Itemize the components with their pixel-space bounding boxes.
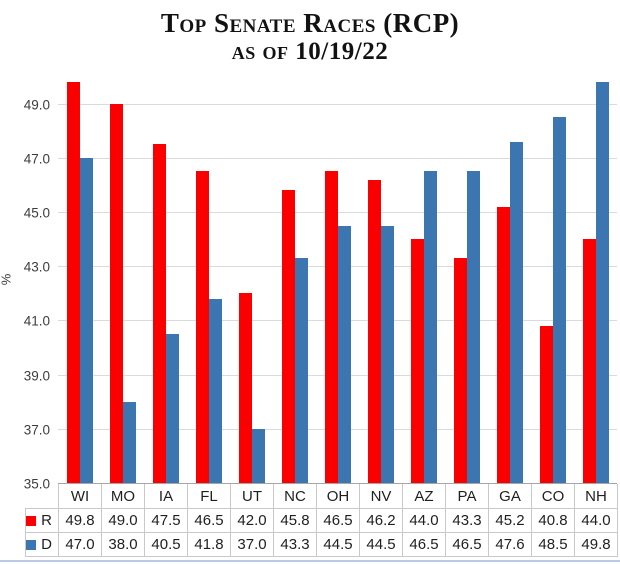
y-axis-tick-label: 43.0 [23, 259, 50, 275]
bar-d-az [424, 171, 437, 483]
bar-r-oh [325, 171, 338, 483]
cell-d-co: 48.5 [531, 532, 575, 557]
cell-r-oh: 46.5 [316, 508, 360, 533]
bar-r-wi [67, 81, 80, 483]
bar-d-mo [123, 401, 136, 483]
y-axis-tick-label: 37.0 [23, 422, 50, 438]
cell-d-ga: 47.6 [488, 532, 532, 557]
state-header-fl: FL [187, 484, 231, 509]
cell-d-fl: 41.8 [187, 532, 231, 557]
x-axis-line [58, 483, 617, 484]
gridline [58, 104, 617, 105]
state-header-az: AZ [402, 484, 446, 509]
cell-d-oh: 44.5 [316, 532, 360, 557]
cell-d-mo: 38.0 [101, 532, 145, 557]
cell-d-ia: 40.5 [144, 532, 188, 557]
bar-r-fl [196, 171, 209, 483]
series-row-r: R 49.8 49.0 47.5 46.5 42.0 45.8 46.5 46.2 44.0 43.… [25, 508, 618, 533]
chart-title-line1: Top Senate Races (RCP) [160, 8, 460, 38]
cell-r-co: 40.8 [531, 508, 575, 533]
bar-d-oh [338, 225, 351, 483]
y-axis-tick-label: 39.0 [23, 368, 50, 384]
cell-d-nh: 49.8 [574, 532, 618, 557]
cell-d-ut: 37.0 [230, 532, 274, 557]
bar-d-nv [381, 225, 394, 483]
legend-swatch-r [26, 516, 37, 526]
bar-d-nc [295, 258, 308, 483]
bar-r-mo [110, 103, 123, 483]
bar-r-co [540, 325, 553, 483]
chart-title-line2: as of 10/19/22 [231, 38, 389, 66]
legend-cell-r: R [25, 508, 59, 533]
bar-r-ia [153, 144, 166, 484]
y-axis-tick-label: 49.0 [23, 97, 50, 113]
series-label-d: D [41, 536, 52, 553]
cell-r-ia: 47.5 [144, 508, 188, 533]
cell-d-nc: 43.3 [273, 532, 317, 557]
cell-d-nv: 44.5 [359, 532, 403, 557]
bar-r-ut [239, 293, 252, 483]
state-header-nh: NH [574, 484, 618, 509]
cell-r-nv: 46.2 [359, 508, 403, 533]
cell-d-pa: 46.5 [445, 532, 489, 557]
cell-r-wi: 49.8 [58, 508, 102, 533]
cell-r-nc: 45.8 [273, 508, 317, 533]
data-table: WI MO IA FL UT NC OH NV AZ PA GA CO NH R 49.8 49.0 47.5 4… [25, 484, 618, 557]
bar-r-az [411, 239, 424, 483]
state-header-ut: UT [230, 484, 274, 509]
bar-d-ut [252, 428, 265, 483]
cell-d-az: 46.5 [402, 532, 446, 557]
bar-d-wi [80, 157, 93, 483]
gridline [58, 158, 617, 159]
y-axis-tick-label: 41.0 [23, 313, 50, 329]
bottom-divider [0, 560, 620, 562]
cell-r-az: 44.0 [402, 508, 446, 533]
bar-r-nc [282, 190, 295, 483]
legend-swatch-d [26, 540, 37, 550]
cell-r-pa: 43.3 [445, 508, 489, 533]
bar-d-ga [510, 141, 523, 483]
y-axis-tick-label: 47.0 [23, 151, 50, 167]
state-header-ga: GA [488, 484, 532, 509]
cell-r-nh: 44.0 [574, 508, 618, 533]
state-header-wi: WI [58, 484, 102, 509]
y-axis-tick-label: 35.0 [23, 476, 50, 492]
state-header-co: CO [531, 484, 575, 509]
cell-r-ga: 45.2 [488, 508, 532, 533]
state-header-pa: PA [445, 484, 489, 509]
bar-d-co [553, 117, 566, 483]
bar-d-fl [209, 298, 222, 483]
bar-d-nh [596, 81, 609, 483]
cell-d-wi: 47.0 [58, 532, 102, 557]
series-label-r: R [41, 512, 52, 529]
y-axis-tick-label: 45.0 [23, 205, 50, 221]
state-header-mo: MO [101, 484, 145, 509]
bar-r-nv [368, 179, 381, 483]
bar-r-nh [583, 239, 596, 483]
state-header-ia: IA [144, 484, 188, 509]
state-header-nv: NV [359, 484, 403, 509]
state-header-row: WI MO IA FL UT NC OH NV AZ PA GA CO NH [26, 484, 618, 509]
series-row-d: D 47.0 38.0 40.5 41.8 37.0 43.3 44.5 44.5 46.5 46.… [25, 532, 618, 557]
bar-r-ga [497, 206, 510, 483]
cell-r-mo: 49.0 [101, 508, 145, 533]
blank-corner-cell [26, 484, 59, 509]
state-header-oh: OH [316, 484, 360, 509]
bar-d-ia [166, 333, 179, 483]
chart-title: Top Senate Races (RCP) as of 10/19/22 [0, 8, 620, 66]
bar-r-pa [454, 258, 467, 483]
legend-cell-d: D [25, 532, 59, 557]
state-header-nc: NC [273, 484, 317, 509]
cell-r-ut: 42.0 [230, 508, 274, 533]
bar-d-pa [467, 171, 480, 483]
cell-r-fl: 46.5 [187, 508, 231, 533]
